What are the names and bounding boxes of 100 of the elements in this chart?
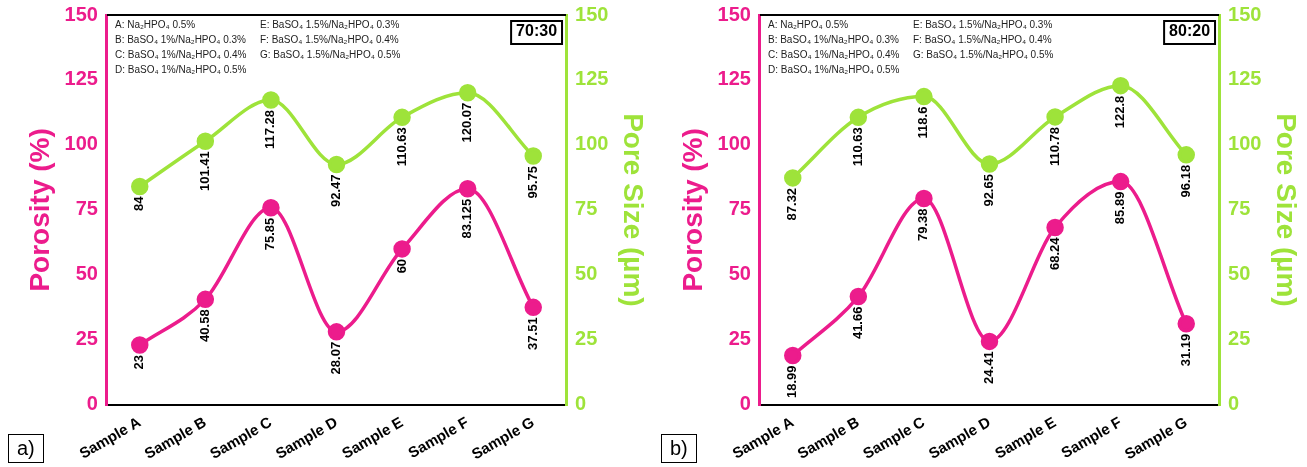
y2-tick-label: 25	[575, 327, 598, 350]
data-label: 85.89	[1112, 191, 1128, 225]
point	[524, 298, 542, 317]
annotation: B: BaSO₄ 1%/Na₂HPO₄ 0.3%	[114, 33, 247, 45]
annotation: A: Na₂HPO₄ 0.5%	[767, 18, 849, 30]
annotation: A: Na₂HPO₄ 0.5%	[114, 18, 196, 30]
point	[1177, 315, 1195, 333]
point	[393, 240, 411, 258]
point	[262, 91, 280, 109]
point	[1046, 108, 1064, 126]
point	[262, 198, 280, 217]
annotation: E: BaSO₄ 1.5%/Na₂HPO₄ 0.3%	[259, 18, 400, 30]
point	[1177, 146, 1195, 164]
point	[131, 336, 149, 354]
data-label: 110.63	[849, 127, 865, 167]
annotation: F: BaSO₄ 1.5%/Na₂HPO₄ 0.4%	[259, 33, 399, 45]
y2-tick-label: 100	[1228, 132, 1262, 155]
data-label: 31.19	[1177, 333, 1193, 367]
point	[849, 108, 868, 127]
point	[458, 180, 477, 198]
y-axis-title: Porosity (%)	[23, 128, 55, 292]
point	[327, 155, 346, 174]
y2-tick-label: 0	[1228, 392, 1240, 415]
data-label: 92.65	[981, 174, 997, 207]
y-tick-label: 75	[728, 197, 751, 220]
data-label: 40.58	[196, 309, 212, 342]
y-tick-label: 50	[75, 262, 98, 285]
point	[915, 87, 933, 106]
point	[784, 346, 802, 365]
text: b)	[661, 434, 697, 463]
annotation: 70:30	[516, 22, 558, 40]
y2-tick-label: 50	[1228, 262, 1251, 285]
data-label: 122.8	[1112, 95, 1128, 129]
data-label: 37.51	[524, 317, 540, 350]
y-axis-title: Porosity (%)	[676, 128, 708, 292]
data-label: 79.38	[915, 208, 931, 242]
data-label: 68.24	[1046, 236, 1062, 271]
point	[915, 189, 933, 208]
data-label: 28.07	[328, 341, 344, 375]
y-tick-label: 150	[717, 2, 751, 25]
annotation: G: BaSO₄ 1.5%/Na₂HPO₄ 0.5%	[912, 48, 1054, 60]
y-tick-label: 100	[717, 132, 751, 155]
data-label: 23	[131, 355, 147, 370]
y2-tick-label: 0	[575, 392, 587, 415]
data-label: 18.99	[784, 365, 800, 399]
y2-tick-label: 75	[575, 197, 598, 220]
annotation: E: BaSO₄ 1.5%/Na₂HPO₄ 0.3%	[912, 18, 1053, 30]
data-label: 83.125	[459, 198, 475, 239]
y2-tick-label: 100	[575, 132, 609, 155]
y-tick-label: 100	[64, 132, 98, 155]
point	[1111, 76, 1130, 95]
y-tick-label: 125	[64, 67, 98, 90]
data-label: 118.6	[915, 106, 931, 139]
data-label: 101.41	[196, 151, 212, 192]
point	[1046, 218, 1064, 237]
text: a)	[8, 434, 44, 463]
y-tick-label: 75	[75, 197, 98, 220]
point	[131, 177, 149, 196]
data-label: 110.78	[1046, 126, 1062, 166]
annotation: G: BaSO₄ 1.5%/Na₂HPO₄ 0.5%	[259, 48, 401, 60]
point	[980, 332, 999, 351]
data-label: 60	[393, 258, 409, 274]
annotation: D: BaSO₄ 1%/Na₂HPO₄ 0.5%	[114, 63, 247, 75]
y2-tick-label: 125	[575, 67, 609, 90]
point	[1111, 172, 1130, 191]
data-label: 95.75	[524, 165, 540, 199]
data-label: 87.32	[784, 187, 800, 221]
annotation: C: BaSO₄ 1%/Na₂HPO₄ 0.4%	[767, 48, 900, 60]
point	[196, 290, 215, 309]
y2-tick-label: 25	[1228, 327, 1251, 350]
data-label: 120.07	[459, 102, 475, 143]
data-label: 92.47	[328, 174, 344, 208]
y2-tick-label: 150	[575, 2, 609, 25]
point	[327, 323, 346, 341]
point	[784, 169, 802, 187]
point	[196, 132, 215, 151]
y2-tick-label: 50	[575, 262, 598, 285]
y-tick-label: 125	[717, 67, 751, 90]
data-label: 96.18	[1177, 164, 1193, 198]
y-tick-label: 50	[728, 262, 751, 285]
point	[458, 84, 477, 102]
point	[524, 147, 542, 165]
y2-tick-label: 150	[1228, 2, 1262, 25]
y-tick-label: 25	[75, 327, 98, 350]
y-tick-label: 0	[86, 392, 98, 415]
y-tick-label: 150	[64, 2, 98, 25]
annotation: 80:20	[1169, 22, 1211, 40]
annotation: C: BaSO₄ 1%/Na₂HPO₄ 0.4%	[114, 48, 247, 60]
y2-tick-label: 125	[1228, 67, 1262, 90]
y2-axis-title: Pore Size (µm)	[1271, 113, 1303, 307]
y-tick-label: 25	[728, 327, 751, 350]
data-label: 117.28	[262, 110, 278, 150]
data-label: 84	[131, 195, 147, 211]
point	[393, 108, 411, 127]
annotation: F: BaSO₄ 1.5%/Na₂HPO₄ 0.4%	[912, 33, 1052, 45]
point	[980, 155, 999, 173]
data-label: 41.66	[849, 306, 865, 340]
annotation: D: BaSO₄ 1%/Na₂HPO₄ 0.5%	[767, 63, 900, 75]
point	[849, 287, 868, 306]
y-tick-label: 0	[739, 392, 751, 415]
